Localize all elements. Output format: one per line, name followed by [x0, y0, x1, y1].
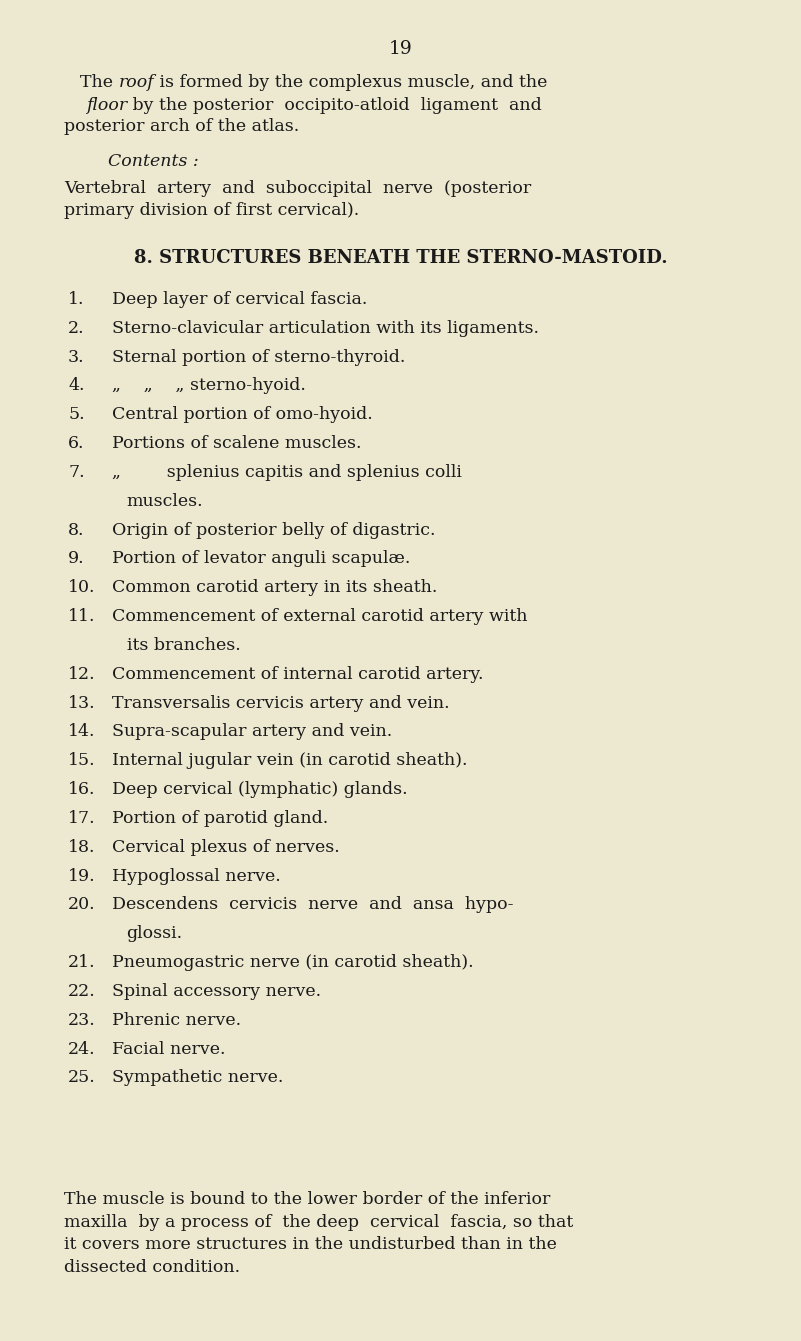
Text: Deep layer of cervical fascia.: Deep layer of cervical fascia. — [112, 291, 368, 308]
Text: 12.: 12. — [68, 665, 95, 683]
Text: 8.: 8. — [68, 522, 85, 539]
Text: Cervical plexus of nerves.: Cervical plexus of nerves. — [112, 838, 340, 856]
Text: Supra-scapular artery and vein.: Supra-scapular artery and vein. — [112, 723, 392, 740]
Text: Internal jugular vein (in carotid sheath).: Internal jugular vein (in carotid sheath… — [112, 752, 468, 770]
Text: primary division of first cervical).: primary division of first cervical). — [64, 202, 360, 220]
Text: 5.: 5. — [68, 406, 85, 424]
Text: Portions of scalene muscles.: Portions of scalene muscles. — [112, 434, 361, 452]
Text: 14.: 14. — [68, 723, 95, 740]
Text: 16.: 16. — [68, 780, 95, 798]
Text: muscles.: muscles. — [127, 492, 203, 510]
Text: its branches.: its branches. — [127, 637, 240, 654]
Text: Contents :: Contents : — [108, 153, 199, 170]
Text: 11.: 11. — [68, 607, 95, 625]
Text: 8. STRUCTURES BENEATH THE STERNO-MASTOID.: 8. STRUCTURES BENEATH THE STERNO-MASTOID… — [134, 249, 667, 267]
Text: it covers more structures in the undisturbed than in the: it covers more structures in the undistu… — [64, 1236, 557, 1254]
Text: Portion of levator anguli scapulæ.: Portion of levator anguli scapulæ. — [112, 550, 411, 567]
Text: 10.: 10. — [68, 579, 95, 597]
Text: Central portion of omo-hyoid.: Central portion of omo-hyoid. — [112, 406, 373, 424]
Text: Origin of posterior belly of digastric.: Origin of posterior belly of digastric. — [112, 522, 436, 539]
Text: Spinal accessory nerve.: Spinal accessory nerve. — [112, 983, 321, 1000]
Text: Commencement of external carotid artery with: Commencement of external carotid artery … — [112, 607, 528, 625]
Text: Transversalis cervicis artery and vein.: Transversalis cervicis artery and vein. — [112, 695, 450, 712]
Text: maxilla  by a process of  the deep  cervical  fascia, so that: maxilla by a process of the deep cervica… — [64, 1214, 574, 1231]
Text: 4.: 4. — [68, 378, 85, 394]
Text: 21.: 21. — [68, 953, 95, 971]
Text: 6.: 6. — [68, 434, 85, 452]
Text: dissected condition.: dissected condition. — [64, 1259, 240, 1277]
Text: 25.: 25. — [68, 1069, 96, 1086]
Text: The: The — [80, 74, 119, 91]
Text: Facial nerve.: Facial nerve. — [112, 1041, 226, 1058]
Text: Phrenic nerve.: Phrenic nerve. — [112, 1011, 241, 1029]
Text: Sterno-clavicular articulation with its ligaments.: Sterno-clavicular articulation with its … — [112, 320, 539, 337]
Text: 19.: 19. — [68, 868, 95, 885]
Text: Commencement of internal carotid artery.: Commencement of internal carotid artery. — [112, 665, 484, 683]
Text: Common carotid artery in its sheath.: Common carotid artery in its sheath. — [112, 579, 437, 597]
Text: 9.: 9. — [68, 550, 85, 567]
Text: Pneumogastric nerve (in carotid sheath).: Pneumogastric nerve (in carotid sheath). — [112, 953, 473, 971]
Text: is formed by the complexus muscle, and the: is formed by the complexus muscle, and t… — [155, 74, 548, 91]
Text: The muscle is bound to the lower border of the inferior: The muscle is bound to the lower border … — [64, 1191, 550, 1208]
Text: „        splenius capitis and splenius colli: „ splenius capitis and splenius colli — [112, 464, 462, 481]
Text: Descendens  cervicis  nerve  and  ansa  hypo-: Descendens cervicis nerve and ansa hypo- — [112, 896, 513, 913]
Text: floor: floor — [86, 97, 127, 114]
Text: 15.: 15. — [68, 752, 95, 770]
Text: Deep cervical (lymphatic) glands.: Deep cervical (lymphatic) glands. — [112, 780, 408, 798]
Text: 20.: 20. — [68, 896, 95, 913]
Text: 23.: 23. — [68, 1011, 96, 1029]
Text: roof: roof — [119, 74, 155, 91]
Text: Sympathetic nerve.: Sympathetic nerve. — [112, 1069, 284, 1086]
Text: Hypoglossal nerve.: Hypoglossal nerve. — [112, 868, 281, 885]
Text: 13.: 13. — [68, 695, 95, 712]
Text: posterior arch of the atlas.: posterior arch of the atlas. — [64, 118, 300, 135]
Text: 19: 19 — [388, 40, 413, 58]
Text: 1.: 1. — [68, 291, 85, 308]
Text: 7.: 7. — [68, 464, 85, 481]
Text: 17.: 17. — [68, 810, 95, 827]
Text: 18.: 18. — [68, 838, 95, 856]
Text: 22.: 22. — [68, 983, 96, 1000]
Text: 24.: 24. — [68, 1041, 95, 1058]
Text: 3.: 3. — [68, 349, 85, 366]
Text: glossi.: glossi. — [127, 925, 183, 943]
Text: „    „    „ sterno-hyoid.: „ „ „ sterno-hyoid. — [112, 378, 306, 394]
Text: 2.: 2. — [68, 320, 85, 337]
Text: Vertebral  artery  and  suboccipital  nerve  (posterior: Vertebral artery and suboccipital nerve … — [64, 180, 531, 197]
Text: by the posterior  occipito-atloid  ligament  and: by the posterior occipito-atloid ligamen… — [127, 97, 542, 114]
Text: Portion of parotid gland.: Portion of parotid gland. — [112, 810, 328, 827]
Text: Sternal portion of sterno-thyroid.: Sternal portion of sterno-thyroid. — [112, 349, 405, 366]
